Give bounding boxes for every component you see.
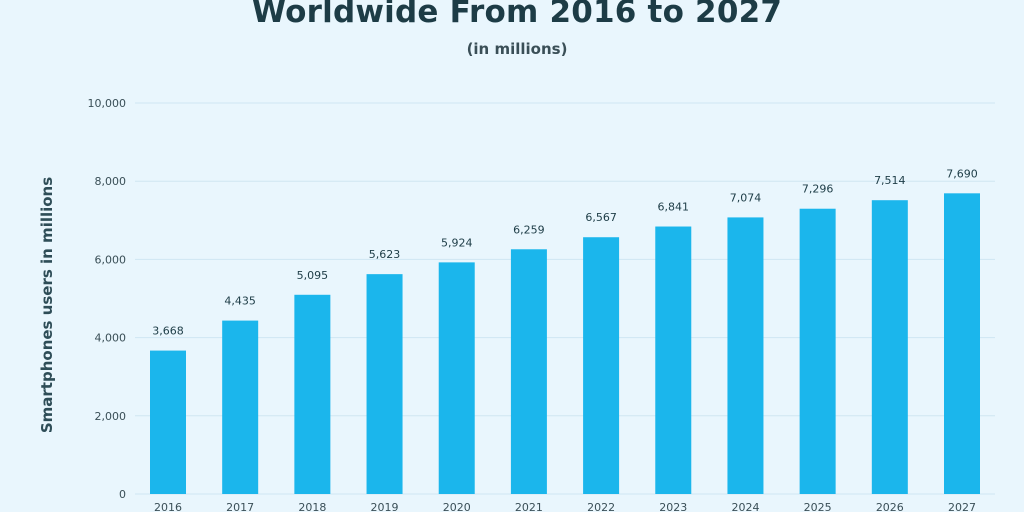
x-tick-label-2025: 2025	[804, 501, 832, 512]
bar-2016	[150, 350, 186, 494]
grid-lines	[135, 102, 995, 495]
bar-2025	[799, 208, 836, 495]
x-tick-label-2018: 2018	[298, 501, 326, 512]
data-label-2024: 7,074	[730, 191, 762, 204]
data-label-2018: 5,095	[297, 269, 329, 282]
x-tick-label-2022: 2022	[587, 501, 615, 512]
chart-subtitle: (in millions)	[466, 40, 568, 58]
x-tick-label-2020: 2020	[443, 501, 471, 512]
data-labels: 3,668 4,435 5,095 5,623 5,924 6,259 6,567 6,841…	[152, 167, 978, 337]
x-tick-label-2016: 2016	[154, 501, 182, 512]
bar-2026	[871, 200, 908, 494]
x-tick-label-2026: 2026	[876, 501, 904, 512]
data-label-2027: 7,690	[946, 167, 978, 180]
bar-2020	[438, 262, 475, 494]
data-label-2017: 4,435	[224, 295, 256, 308]
data-label-2020: 5,924	[441, 236, 473, 249]
x-tick-label-2019: 2019	[371, 501, 399, 512]
y-tick-label: 6,000	[95, 253, 127, 266]
bar-2024	[727, 217, 764, 494]
data-label-2026: 7,514	[874, 174, 906, 187]
bar-2018	[294, 294, 331, 494]
data-label-2021: 6,259	[513, 223, 545, 236]
y-tick-label: 10,000	[88, 97, 127, 110]
x-tick-label-2024: 2024	[731, 501, 759, 512]
data-label-2019: 5,623	[369, 248, 401, 261]
y-axis-title: Smartphones users in millions	[38, 177, 56, 433]
bar-2027	[944, 193, 980, 495]
x-tick-label-2027: 2027	[948, 501, 976, 512]
bar-2022	[583, 237, 620, 495]
y-axis-ticks: 0 2,000 4,000 6,000 8,000 10,000	[88, 97, 127, 501]
x-tick-label-2017: 2017	[226, 501, 254, 512]
bar-2023	[655, 226, 692, 494]
y-tick-label: 8,000	[95, 175, 127, 188]
x-axis-ticks: 2016 2017 2018 2019 2020 2021 2022 2023 2024 2025…	[154, 501, 976, 512]
y-tick-label: 2,000	[95, 410, 127, 423]
bar-2021	[510, 249, 547, 494]
data-label-2022: 6,567	[585, 211, 617, 224]
y-tick-label: 0	[119, 488, 126, 501]
bar-2019	[366, 274, 403, 494]
data-label-2023: 6,841	[658, 201, 690, 214]
x-tick-label-2021: 2021	[515, 501, 543, 512]
bar-2017	[222, 320, 259, 494]
y-tick-label: 4,000	[95, 332, 127, 345]
x-tick-label-2023: 2023	[659, 501, 687, 512]
chart-title: Worldwide From 2016 to 2027	[251, 0, 783, 30]
data-label-2016: 3,668	[152, 325, 184, 338]
bars	[150, 193, 980, 495]
data-label-2025: 7,296	[802, 183, 834, 196]
